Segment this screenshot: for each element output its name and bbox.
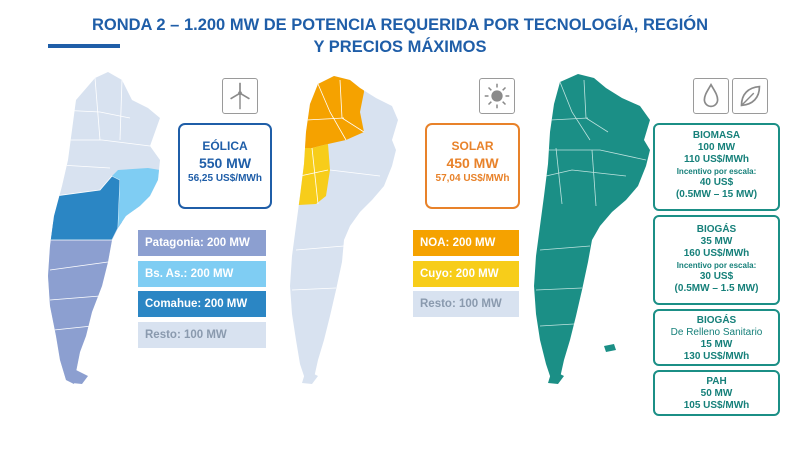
biomasa-range: (0.5MW – 15 MW) — [675, 189, 758, 200]
page-title: RONDA 2 – 1.200 MW DE POTENCIA REQUERIDA… — [80, 14, 720, 58]
legend-solar-cuyo: Cuyo: 200 MW — [413, 261, 519, 287]
map-eolica-comahue-region — [48, 176, 120, 240]
solar-name: SOLAR — [451, 139, 494, 153]
map-eolica-bsas-region — [112, 168, 160, 228]
drop-icon — [693, 78, 729, 114]
biogas-relleno-price: 130 US$/MWh — [683, 351, 750, 362]
legend-eolica-resto: Resto: 100 MW — [138, 322, 266, 348]
solar-mw: 450 MW — [446, 155, 499, 171]
biogas-name: BIOGÁS — [696, 224, 737, 235]
pah-box: PAH 50 MW 105 US$/MWh — [653, 370, 780, 416]
biogas-range: (0.5MW – 1.5 MW) — [674, 283, 759, 294]
biogas-relleno-mw: 15 MW — [700, 339, 733, 350]
pah-mw: 50 MW — [700, 388, 733, 399]
biomasa-box: BIOMASA 100 MW 110 US$/MWh Incentivo por… — [653, 123, 780, 211]
map-bio-region — [534, 74, 650, 382]
biomasa-mw: 100 MW — [697, 142, 736, 153]
biogas-relleno-subtitle: De Relleno Sanitario — [670, 327, 763, 338]
legend-eolica-comahue: Comahue: 200 MW — [138, 291, 266, 317]
biomasa-name: BIOMASA — [692, 130, 741, 141]
title-accent-bar — [48, 44, 120, 48]
biomasa-incentive-label: Incentivo por escala: — [676, 167, 757, 176]
eolica-price: 56,25 US$/MWh — [188, 173, 262, 184]
solar-price: 57,04 US$/MWh — [435, 173, 510, 184]
legend-eolica-bsas: Bs. As.: 200 MW — [138, 261, 266, 287]
biomasa-price: 110 US$/MWh — [683, 154, 750, 165]
biogas-relleno-name: BIOGÁS — [696, 315, 737, 326]
biogas-relleno-box: BIOGÁS De Relleno Sanitario 15 MW 130 US… — [653, 309, 780, 366]
wind-turbine-icon — [222, 78, 258, 114]
pah-name: PAH — [706, 376, 727, 387]
eolica-name: EÓLICA — [202, 139, 248, 153]
biogas-mw: 35 MW — [700, 236, 733, 247]
solar-summary-box: SOLAR 450 MW 57,04 US$/MWh — [425, 123, 520, 209]
legend-solar-noa: NOA: 200 MW — [413, 230, 519, 256]
eolica-mw: 550 MW — [198, 155, 252, 171]
biogas-incentive-label: Incentivo por escala: — [676, 261, 757, 270]
leaf-icon — [732, 78, 768, 114]
eolica-summary-box: EÓLICA 550 MW 56,25 US$/MWh — [178, 123, 272, 209]
legend-solar-resto: Resto: 100 MW — [413, 291, 519, 317]
biogas-box: BIOGÁS 35 MW 160 US$/MWh Incentivo por e… — [653, 215, 780, 305]
biogas-incentive-value: 30 US$ — [699, 271, 734, 282]
title-line-2: Y PRECIOS MÁXIMOS — [313, 38, 487, 56]
pah-price: 105 US$/MWh — [683, 400, 750, 411]
biogas-price: 160 US$/MWh — [683, 248, 750, 259]
legend-eolica-patagonia: Patagonia: 200 MW — [138, 230, 266, 256]
biomasa-incentive-value: 40 US$ — [699, 177, 734, 188]
title-line-1: RONDA 2 – 1.200 MW DE POTENCIA REQUERIDA… — [91, 16, 709, 34]
sun-icon — [479, 78, 515, 114]
